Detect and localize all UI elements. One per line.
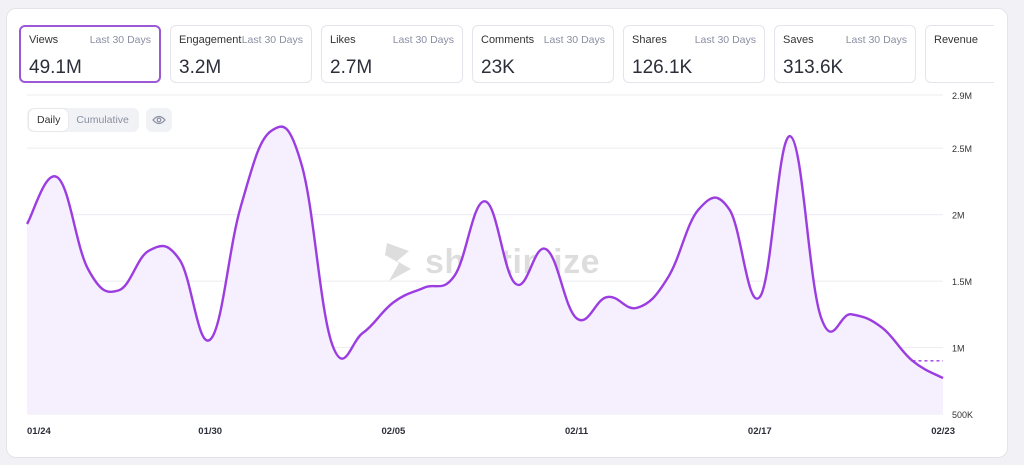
metric-value: 49.1M bbox=[29, 57, 82, 78]
metric-period: Last 30 Days bbox=[845, 34, 907, 46]
visibility-toggle-button[interactable] bbox=[146, 108, 172, 132]
cumulative-option[interactable]: Cumulative bbox=[76, 114, 129, 126]
metric-value: 2.7M bbox=[330, 57, 373, 78]
metric-label: Comments bbox=[481, 34, 535, 46]
metric-label: Views bbox=[29, 34, 59, 46]
metric-period: Last 30 Days bbox=[392, 34, 454, 46]
series-area bbox=[27, 126, 943, 415]
y-tick-label: 2.5M bbox=[952, 144, 972, 154]
metric-period: Last 30 Days bbox=[241, 34, 303, 46]
metric-value: 3.2M bbox=[179, 57, 222, 78]
eye-icon bbox=[152, 115, 166, 125]
metric-value: 313.6K bbox=[783, 57, 844, 78]
metric-card-revenue[interactable]: Revenue bbox=[925, 25, 994, 83]
y-tick-label: 500K bbox=[952, 410, 973, 420]
y-tick-label: 2M bbox=[952, 211, 965, 221]
series-line bbox=[25, 125, 944, 380]
x-tick-label: 02/23 bbox=[931, 426, 955, 437]
x-tick-label: 02/11 bbox=[565, 426, 589, 437]
metric-label: Saves bbox=[783, 34, 814, 46]
x-tick-label: 02/05 bbox=[382, 426, 406, 437]
metric-label: Revenue bbox=[934, 34, 979, 46]
view-mode-toggle: Daily Cumulative bbox=[27, 108, 139, 132]
metric-cards: Views Last 30 Days 49.1M Engagement Last 30 … bbox=[19, 25, 994, 85]
y-tick-label: 2.9M bbox=[952, 91, 972, 101]
x-tick-label: 01/24 bbox=[27, 426, 51, 437]
metric-card-likes[interactable]: Likes Last 30 Days 2.7M bbox=[321, 25, 463, 83]
metric-label: Shares bbox=[632, 34, 667, 46]
metric-card-shares[interactable]: Shares Last 30 Days 126.1K bbox=[623, 25, 765, 83]
metric-label: Engagement bbox=[179, 34, 242, 46]
y-tick-label: 1.5M bbox=[952, 277, 972, 287]
metric-card-engagement[interactable]: Engagement Last 30 Days 3.2M bbox=[170, 25, 312, 83]
metric-value: 126.1K bbox=[632, 57, 693, 78]
metric-period: Last 30 Days bbox=[694, 34, 756, 46]
metric-period: Last 30 Days bbox=[89, 34, 151, 46]
daily-option[interactable]: Daily bbox=[29, 109, 69, 131]
metric-card-saves[interactable]: Saves Last 30 Days 313.6K bbox=[774, 25, 916, 83]
metric-value: 23K bbox=[481, 57, 515, 78]
y-tick-label: 1M bbox=[952, 344, 965, 354]
x-tick-label: 02/17 bbox=[748, 426, 772, 437]
metric-card-views[interactable]: Views Last 30 Days 49.1M bbox=[19, 25, 161, 83]
x-tick-label: 01/30 bbox=[198, 426, 222, 437]
metric-label: Likes bbox=[330, 34, 356, 46]
metric-card-comments[interactable]: Comments Last 30 Days 23K bbox=[472, 25, 614, 83]
metric-period: Last 30 Days bbox=[543, 34, 605, 46]
